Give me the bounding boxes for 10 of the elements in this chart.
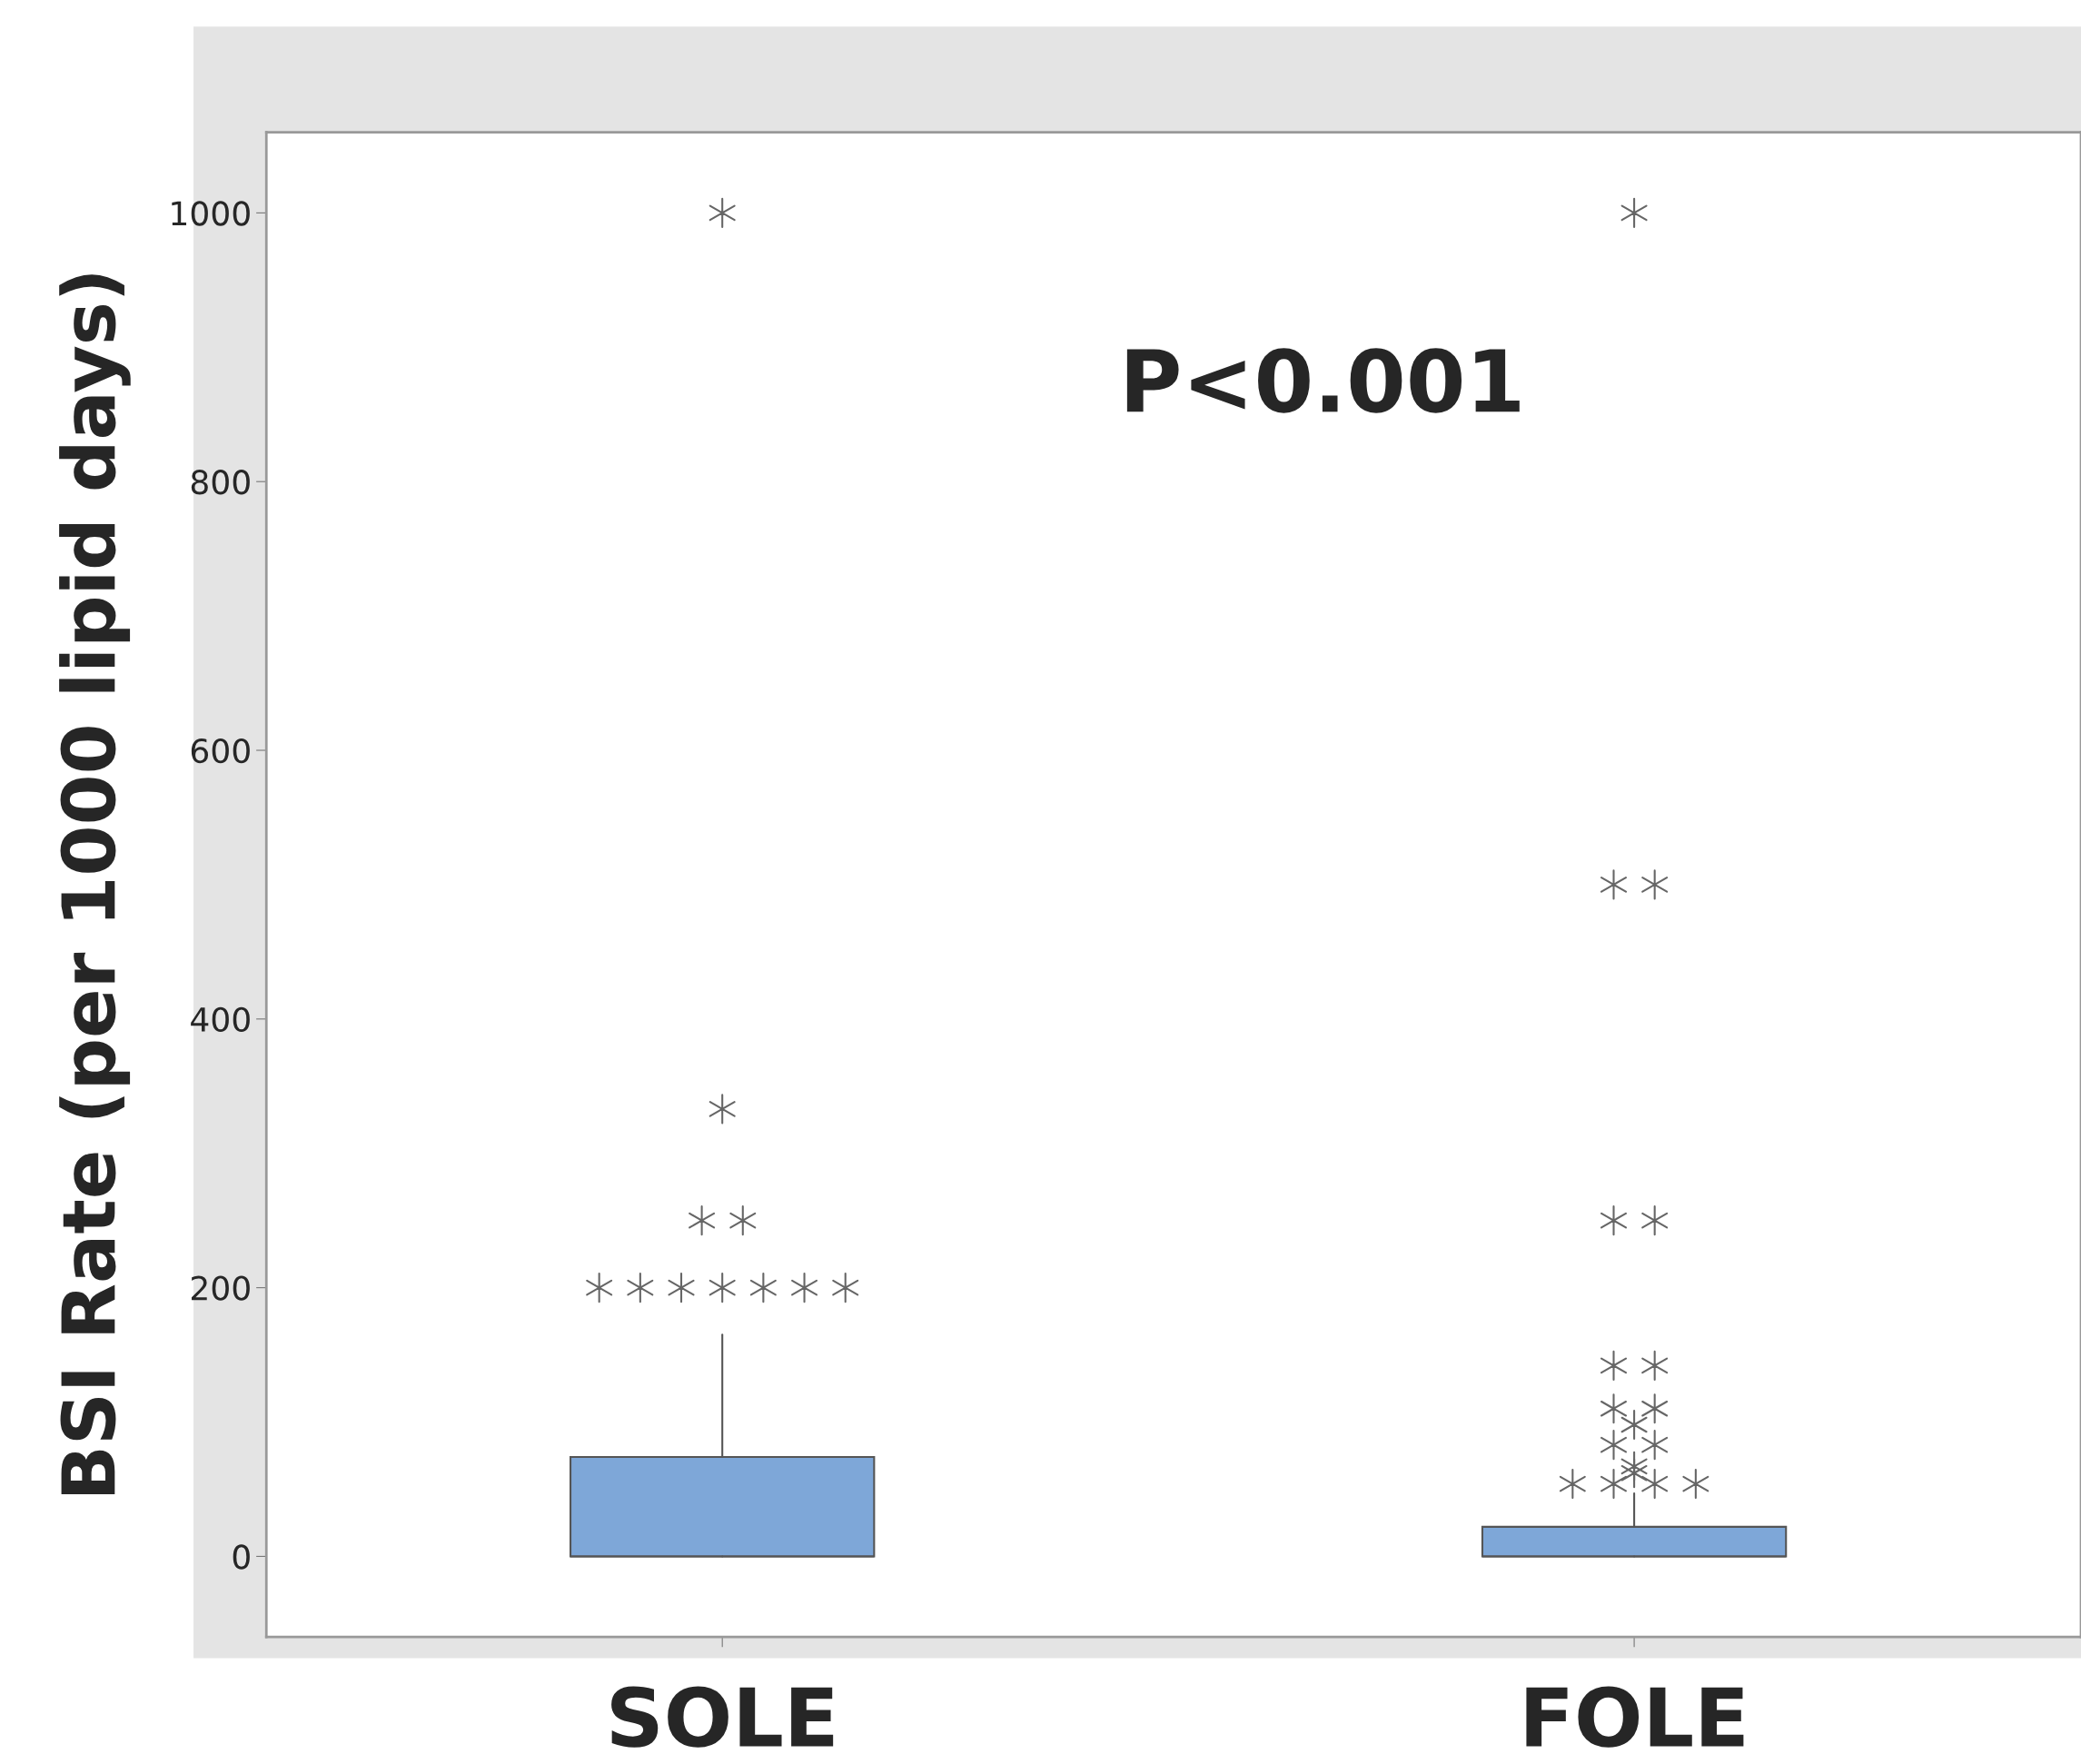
y-tick-label: 600: [191, 738, 250, 764]
y-tick-label: 200: [191, 1275, 250, 1301]
y-tick-label: 400: [191, 1006, 250, 1033]
x-tick-label: SOLE: [611, 1686, 834, 1748]
x-tick-label: FOLE: [1526, 1686, 1744, 1748]
y-axis-title: BSI Rate (per 1000 lipid days): [59, 274, 131, 1495]
y-tick-label: 800: [191, 470, 250, 495]
y-tick-label: 1000: [172, 201, 250, 226]
annotation: P<0.001: [1126, 348, 1520, 413]
y-tick-label: 0: [233, 1544, 250, 1570]
